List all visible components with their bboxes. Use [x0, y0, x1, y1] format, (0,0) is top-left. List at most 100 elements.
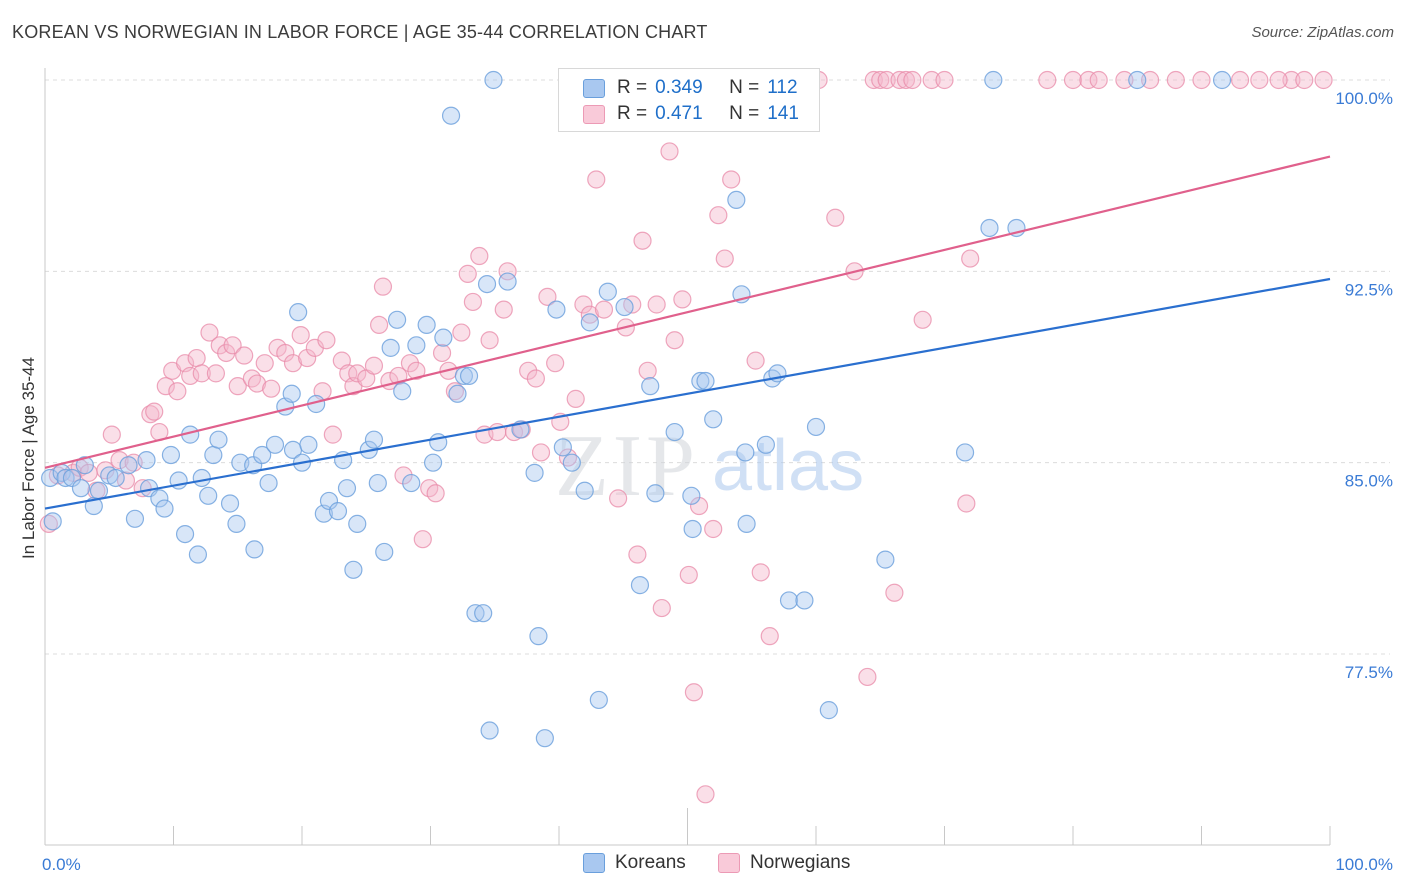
- norwegians-point: [480, 331, 499, 350]
- koreans-legend-label: Koreans: [615, 852, 686, 873]
- norwegians-n-value: 141: [767, 103, 799, 124]
- norwegians-point: [519, 361, 538, 380]
- koreans-point: [319, 491, 339, 511]
- norwegians-point: [1314, 70, 1333, 90]
- koreans-point: [227, 514, 246, 533]
- norwegians-swatch: [583, 104, 605, 124]
- norwegians-point: [1282, 70, 1301, 90]
- koreans-point: [819, 701, 838, 720]
- norwegians-point: [877, 70, 896, 90]
- koreans-point: [265, 435, 285, 454]
- koreans-point: [204, 445, 223, 465]
- koreans-point: [980, 218, 999, 238]
- legend-row-koreans: R = 0.349 N = 112: [583, 75, 798, 101]
- norwegians-point: [494, 300, 513, 319]
- koreans-point: [155, 499, 174, 518]
- norwegians-point: [526, 369, 545, 388]
- norwegians-point: [102, 425, 121, 444]
- norwegians-point: [864, 70, 883, 90]
- koreans-point: [696, 371, 715, 391]
- koreans-point: [282, 384, 301, 403]
- koreans-point: [199, 486, 218, 505]
- koreans-n-label: N =: [729, 77, 760, 98]
- norwegians-point: [1115, 70, 1134, 90]
- norwegians-point: [633, 231, 652, 250]
- legend-item-koreans[interactable]: Koreans: [583, 852, 686, 874]
- norwegians-point: [715, 249, 734, 268]
- norwegians-point: [913, 310, 932, 329]
- norwegians-point: [291, 326, 310, 345]
- axes: [44, 68, 1331, 846]
- norwegians-point: [1295, 70, 1314, 90]
- norwegians-point: [432, 343, 452, 363]
- norwegians-point: [370, 315, 389, 335]
- koreans-point: [434, 328, 453, 347]
- koreans-swatch: [583, 78, 605, 98]
- koreans-point: [779, 591, 799, 610]
- stats-legend: R = 0.349 N = 112 R = 0.471 N = 141: [558, 68, 820, 132]
- koreans-point: [756, 435, 775, 454]
- koreans-trend-line: [44, 277, 1331, 510]
- norwegians-point: [445, 382, 465, 401]
- koreans-point: [344, 560, 363, 579]
- norwegians-point: [647, 295, 666, 314]
- koreans-legend-swatch: [583, 853, 605, 873]
- norwegians-point: [638, 361, 657, 380]
- koreans-point: [402, 473, 421, 493]
- legend-item-norwegians[interactable]: Norwegians: [718, 852, 850, 874]
- koreans-r-label: R =: [617, 77, 648, 98]
- koreans-point: [466, 604, 485, 623]
- norwegians-point: [255, 354, 274, 373]
- norwegians-point: [1079, 70, 1098, 90]
- norwegians-point: [665, 331, 684, 350]
- y-tick-label: 77.5%: [1345, 663, 1393, 682]
- norwegians-point: [317, 331, 336, 350]
- koreans-point: [682, 486, 701, 505]
- norwegians-legend-label: Norwegians: [750, 852, 851, 873]
- norwegians-point: [885, 583, 904, 602]
- norwegians-point: [413, 530, 432, 549]
- norwegians-point: [871, 70, 890, 90]
- koreans-point: [984, 70, 1003, 90]
- norwegians-point: [896, 70, 916, 90]
- norwegians-point: [348, 364, 367, 383]
- norwegians-point: [609, 489, 628, 508]
- koreans-point: [498, 272, 517, 291]
- norwegians-point: [276, 343, 295, 363]
- koreans-point: [795, 591, 814, 610]
- x-tick-label: 100.0%: [1335, 855, 1393, 874]
- norwegians-point: [594, 300, 614, 319]
- koreans-point: [423, 453, 443, 472]
- norwegians-point: [323, 425, 342, 444]
- koreans-point: [589, 690, 608, 710]
- norwegians-point: [223, 336, 242, 355]
- koreans-point: [364, 430, 384, 449]
- norwegians-point: [722, 170, 741, 189]
- norwegians-point: [751, 563, 770, 582]
- legend-row-norwegians: R = 0.471 N = 141: [583, 101, 799, 127]
- norwegians-point: [373, 277, 393, 296]
- norwegians-point: [704, 519, 723, 539]
- norwegians-point: [1250, 70, 1269, 90]
- norwegians-point: [858, 667, 877, 687]
- koreans-point: [188, 545, 208, 564]
- koreans-point: [630, 576, 650, 595]
- koreans-point: [575, 481, 594, 500]
- norwegians-point: [652, 598, 671, 618]
- koreans-point: [691, 371, 710, 391]
- koreans-point: [474, 604, 493, 623]
- koreans-point: [417, 315, 436, 335]
- koreans-point: [484, 70, 503, 90]
- norwegians-point: [1269, 70, 1288, 90]
- koreans-n-value: 112: [767, 77, 798, 98]
- koreans-point: [253, 445, 272, 465]
- norwegians-point: [1140, 70, 1160, 90]
- norwegians-point: [890, 70, 909, 90]
- norwegians-trend-line: [44, 155, 1331, 469]
- norwegians-point: [628, 545, 647, 564]
- koreans-point: [459, 366, 479, 386]
- koreans-point: [529, 627, 548, 646]
- norwegians-point: [498, 262, 517, 281]
- koreans-point: [407, 336, 426, 355]
- koreans-point: [553, 438, 572, 457]
